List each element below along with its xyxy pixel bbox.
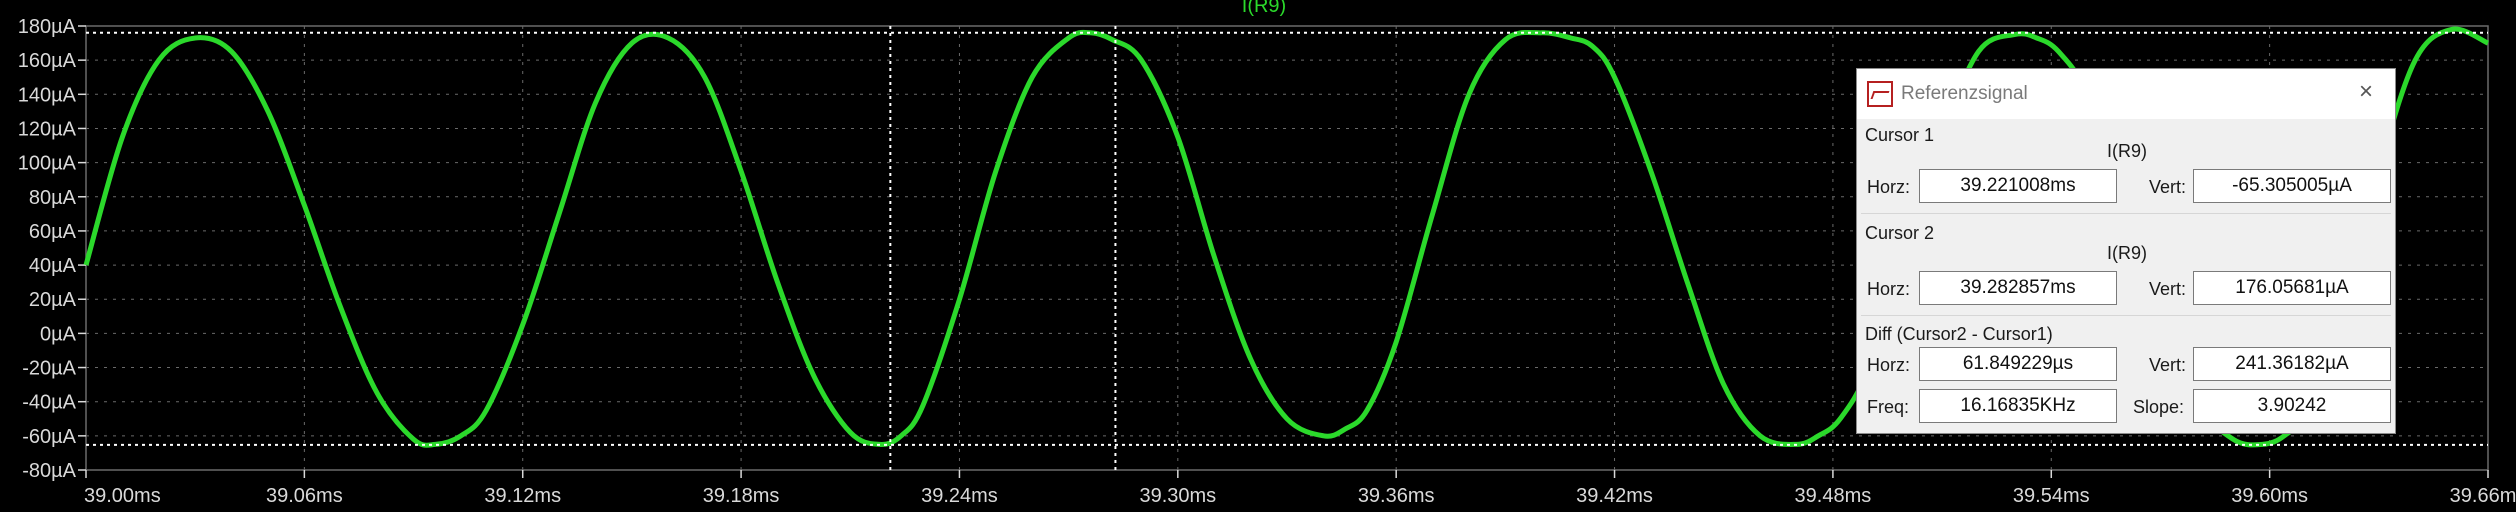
- diff-vert-field[interactable]: 241.36182µA: [2193, 347, 2391, 381]
- dialog-body: Cursor 1 I(R9) Horz: 39.221008ms Vert: -…: [1857, 119, 2395, 433]
- x-tick-label: 39.12ms: [484, 485, 561, 507]
- cursor1-vert-field[interactable]: -65.305005µA: [2193, 169, 2391, 203]
- dialog-title: Referenzsignal: [1901, 83, 2028, 104]
- plot-frame: [85, 25, 2489, 471]
- diff-slope-field[interactable]: 3.90242: [2193, 389, 2391, 423]
- cursor2-label: Cursor 2: [1865, 223, 1935, 243]
- close-button[interactable]: ×: [2351, 77, 2381, 107]
- waveform-app-icon: [1867, 81, 1893, 107]
- cursor1-trace-name: I(R9): [2107, 141, 2147, 161]
- x-tick-label: 39.06ms: [266, 485, 343, 507]
- y-tick-label: 120µA: [18, 118, 77, 140]
- x-tick-label: 39.24ms: [921, 485, 998, 507]
- close-icon: ×: [2358, 78, 2373, 105]
- x-tick-label: 39.54ms: [2013, 485, 2090, 507]
- cursor2-trace-name: I(R9): [2107, 243, 2147, 263]
- diff-horz-field[interactable]: 61.849229µs: [1919, 347, 2117, 381]
- dialog-titlebar[interactable]: Referenzsignal ×: [1857, 69, 2395, 119]
- cursor-layer[interactable]: [86, 26, 2488, 470]
- y-tick-label: 100µA: [18, 153, 77, 175]
- x-tick-label: 39.66ms: [2450, 485, 2516, 507]
- separator: [1861, 315, 2391, 316]
- y-tick-label: 140µA: [18, 84, 77, 106]
- y-tick-label: 80µA: [29, 187, 77, 209]
- trace-title[interactable]: I(R9): [1242, 0, 1286, 17]
- diff-horz-label: Horz:: [1867, 355, 1911, 375]
- cursor2-vert-label: Vert:: [2149, 279, 2187, 299]
- diff-label: Diff (Cursor2 - Cursor1): [1865, 324, 2053, 344]
- cursor-dialog[interactable]: Referenzsignal × Cursor 1 I(R9) Horz: 39…: [1856, 68, 2396, 434]
- cursor1-vert-label: Vert:: [2149, 177, 2187, 197]
- cursor2-horz-label: Horz:: [1867, 279, 1911, 299]
- y-tick-label: 180µA: [18, 16, 77, 38]
- y-tick-label: -80µA: [22, 460, 76, 482]
- y-tick-label: 160µA: [18, 50, 77, 72]
- cursor2-horz-field[interactable]: 39.282857ms: [1919, 271, 2117, 305]
- x-tick-label: 39.48ms: [1795, 485, 1872, 507]
- cursor2-vert-field[interactable]: 176.05681µA: [2193, 271, 2391, 305]
- y-tick-label: 0µA: [40, 323, 77, 345]
- diff-slope-label: Slope:: [2133, 397, 2185, 417]
- x-tick-label: 39.00ms: [84, 485, 161, 507]
- separator: [1861, 213, 2391, 214]
- y-tick-label: -40µA: [22, 392, 76, 414]
- x-tick-label: 39.36ms: [1358, 485, 1435, 507]
- y-tick-label: -60µA: [22, 426, 76, 448]
- diff-freq-field[interactable]: 16.16835KHz: [1919, 389, 2117, 423]
- y-tick-label: 60µA: [29, 221, 77, 243]
- y-tick-label: 40µA: [29, 255, 77, 277]
- cursor1-horz-field[interactable]: 39.221008ms: [1919, 169, 2117, 203]
- y-tick-label: -20µA: [22, 358, 76, 380]
- diff-vert-label: Vert:: [2149, 355, 2187, 375]
- axis-ticks: 180µA 160µA 140µA 120µA 100µA 80µA 60µA 40µA 20µ…: [18, 16, 2516, 507]
- x-tick-label: 39.42ms: [1576, 485, 1653, 507]
- cursor1-horz-label: Horz:: [1867, 177, 1911, 197]
- x-tick-label: 39.60ms: [2231, 485, 2308, 507]
- diff-freq-label: Freq:: [1867, 397, 1910, 417]
- x-tick-label: 39.30ms: [1139, 485, 1216, 507]
- cursor1-label: Cursor 1: [1865, 125, 1935, 145]
- x-tick-label: 39.18ms: [703, 485, 780, 507]
- y-tick-label: 20µA: [29, 289, 77, 311]
